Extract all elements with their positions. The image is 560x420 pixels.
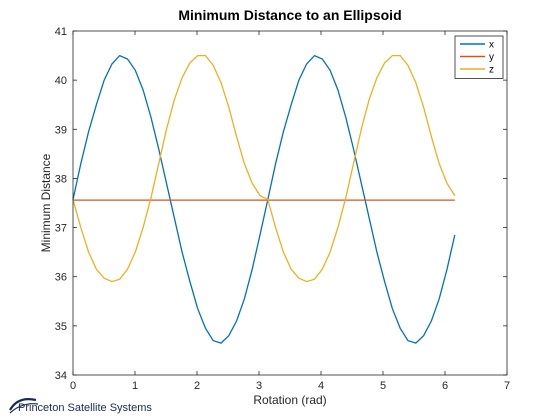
x-tick-label: 1 bbox=[132, 380, 138, 392]
x-tick-label: 0 bbox=[70, 380, 76, 392]
company-name: Princeton Satellite Systems bbox=[18, 402, 152, 414]
y-tick-label: 37 bbox=[55, 223, 67, 235]
series-layer bbox=[72, 54, 456, 344]
legend[interactable]: xyz bbox=[454, 35, 504, 79]
y-tick-label: 35 bbox=[55, 321, 67, 333]
legend-label-z: z bbox=[489, 65, 494, 76]
y-tick-label: 36 bbox=[55, 272, 67, 284]
plot-area bbox=[73, 31, 507, 375]
axes-box bbox=[72, 30, 508, 376]
x-tick-label: 7 bbox=[504, 380, 510, 392]
y-tick-label: 39 bbox=[55, 124, 67, 136]
orbit-logo-icon bbox=[9, 398, 38, 414]
legend-label-y: y bbox=[489, 52, 494, 63]
legend-label-x: x bbox=[489, 40, 494, 51]
x-tick-label: 5 bbox=[380, 380, 386, 392]
chart-title: Minimum Distance to an Ellipsoid bbox=[178, 7, 401, 23]
y-tick-label: 40 bbox=[55, 75, 67, 87]
legend-box bbox=[454, 35, 504, 79]
footer-branding: Princeton Satellite Systems bbox=[8, 394, 168, 416]
y-tick-label: 41 bbox=[55, 26, 67, 38]
x-tick-label: 2 bbox=[194, 380, 200, 392]
x-tick-label: 6 bbox=[442, 380, 448, 392]
axes bbox=[72, 30, 508, 376]
x-tick-label: 4 bbox=[318, 380, 324, 392]
series-line-z bbox=[72, 54, 456, 283]
x-axis-label: Rotation (rad) bbox=[253, 393, 326, 407]
y-tick-label: 38 bbox=[55, 173, 67, 185]
y-tick-label: 34 bbox=[55, 370, 67, 382]
series-line-x bbox=[72, 54, 456, 344]
x-tick-label: 3 bbox=[256, 380, 262, 392]
y-axis-label: Minimum Distance bbox=[39, 153, 53, 252]
